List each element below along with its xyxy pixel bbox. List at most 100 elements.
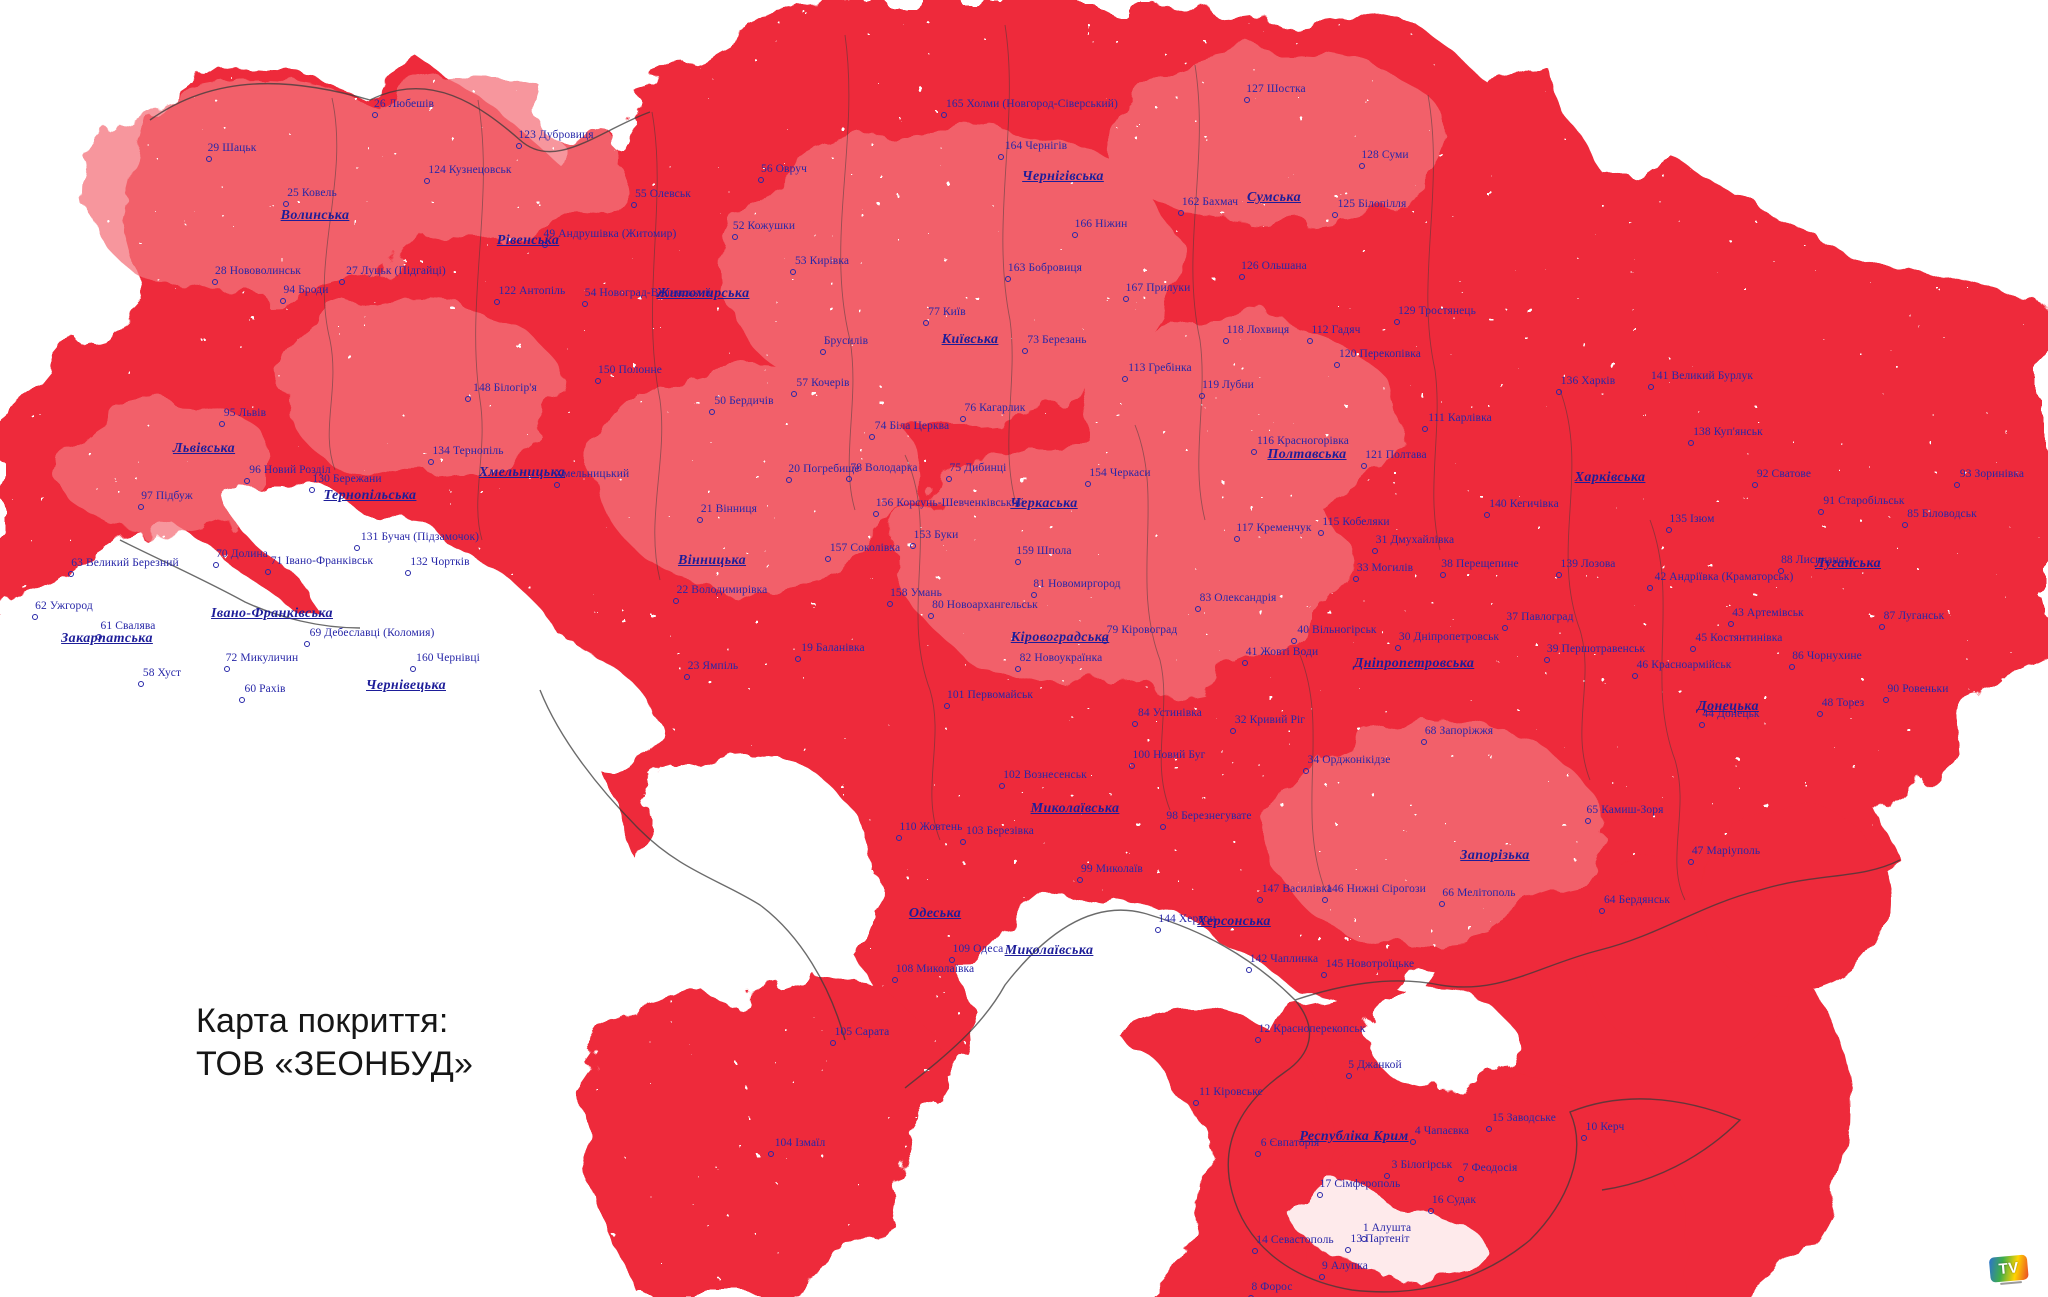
transmitter-dot	[410, 666, 417, 672]
site-label: 49 Андрушівка (Житомир)	[543, 228, 677, 240]
site-label: 156 Корсунь-Шевченківський	[875, 497, 1025, 509]
site-label: 112 Гадяч	[1311, 324, 1361, 336]
transmitter-dot	[927, 613, 934, 619]
transmitter-dot	[1699, 722, 1705, 728]
transmitter-dot	[541, 242, 548, 248]
transmitter-dot	[1256, 897, 1263, 903]
site-label: 63 Великий Березний	[71, 557, 179, 569]
region-label: Одеська	[908, 906, 962, 921]
transmitter-dot	[1251, 1248, 1258, 1254]
site-label: 65 Камиш-Зоря	[1586, 804, 1664, 816]
site-label: 23 Ямпіль	[687, 660, 739, 672]
transmitter-dot	[1599, 908, 1606, 914]
transmitter-dot	[960, 416, 967, 422]
site-label: 32 Кривий Ріг	[1234, 714, 1306, 726]
transmitter-dot	[427, 459, 434, 465]
transmitter-dot	[1123, 296, 1130, 302]
site-label: 52 Кожушки	[732, 220, 796, 232]
transmitter-dot	[138, 681, 145, 687]
region-label: Луганська	[1815, 556, 1881, 571]
region-label: Харківська	[1574, 470, 1646, 485]
site-label: 10 Керч	[1585, 1121, 1625, 1133]
transmitter-dot	[338, 279, 345, 285]
site-label: 58 Хуст	[142, 667, 182, 679]
transmitter-dot	[946, 476, 952, 482]
site-label: 98 Березнегувате	[1166, 810, 1252, 822]
transmitter-dot	[1194, 606, 1201, 612]
site-label: 38 Перещепине	[1441, 558, 1519, 570]
site-label: 77 Київ	[928, 306, 966, 318]
site-label: 68 Запоріжжя	[1424, 725, 1494, 737]
transmitter-dot	[554, 482, 561, 488]
transmitter-dot	[768, 1151, 774, 1157]
transmitter-dot	[1345, 1247, 1352, 1253]
transmitter-dot	[212, 279, 218, 285]
region-label: Вінницька	[677, 553, 747, 568]
transmitter-dot	[282, 201, 289, 207]
transmitter-dot	[1486, 1126, 1493, 1132]
transmitter-dot	[1241, 660, 1248, 666]
transmitter-dot	[1015, 666, 1021, 672]
region-label: Хмельницька	[478, 465, 566, 480]
transmitter-dot	[1198, 393, 1205, 399]
site-label: 14 Севастополь	[1256, 1234, 1334, 1246]
transmitter-dot	[1954, 482, 1961, 488]
transmitter-dot	[1318, 530, 1325, 536]
site-label: 102 Вознесенськ	[1003, 769, 1087, 781]
site-label: 93 Зоринівка	[1959, 468, 2025, 480]
transmitter-dot	[1421, 739, 1428, 745]
transmitter-dot	[998, 154, 1005, 160]
map-title-line2: ТОВ «ЗЕОНБУД»	[196, 1044, 474, 1083]
site-label: 116 Красногорівка	[1256, 435, 1350, 447]
region-label: Донецька	[1697, 699, 1759, 714]
transmitter-dot	[1483, 512, 1490, 518]
site-label: 101 Первомайськ	[946, 689, 1034, 701]
site-label: 115 Кобеляки	[1322, 516, 1390, 528]
site-label: 13 Партеніт	[1350, 1233, 1410, 1245]
transmitter-dot	[1727, 621, 1734, 627]
region-label: Чернівецька	[366, 678, 446, 693]
site-label: 26 Любешів	[373, 98, 435, 110]
region-label: Херсонська	[1197, 914, 1271, 929]
transmitter-dot	[941, 112, 948, 118]
site-label: 162 Бахмач	[1181, 196, 1239, 208]
transmitter-dot	[595, 378, 602, 384]
site-label: 153 Буки	[913, 529, 959, 541]
site-label: 163 Бобровиця	[1007, 262, 1083, 274]
region-label: Рівенська	[496, 233, 560, 248]
transmitter-dot	[405, 570, 412, 576]
site-label: 79 Кіровоград	[1106, 624, 1178, 636]
transmitter-dot	[1246, 967, 1253, 973]
site-label: 74 Біла Церква	[874, 420, 950, 432]
site-label: 20 Погребище	[788, 463, 860, 475]
site-label: 104 Ізмаїл	[774, 1137, 826, 1149]
site-label: 6 Євпаторія	[1260, 1137, 1320, 1149]
site-label: Брусилів	[823, 335, 869, 347]
transmitter-dot	[791, 391, 797, 397]
region-label: Республіка Крим	[1299, 1129, 1409, 1144]
transmitter-dot	[1371, 548, 1378, 554]
transmitter-dot	[1160, 824, 1167, 830]
transmitter-dot	[582, 301, 589, 307]
site-label: 56 Овруч	[760, 163, 808, 175]
site-label: 87 Луганськ	[1883, 610, 1945, 622]
transmitter-dot	[1647, 384, 1654, 390]
region-label: Черкаська	[1010, 496, 1078, 511]
region-label: Полтавська	[1267, 447, 1347, 462]
transmitter-dot	[1687, 440, 1694, 446]
region-label: Кіровоградська	[1010, 630, 1110, 645]
transmitter-dot	[1331, 212, 1338, 218]
site-label: 8 Форос	[1251, 1281, 1293, 1293]
site-label: 118 Лохвиця	[1226, 324, 1290, 336]
transmitter-dot	[1647, 585, 1654, 591]
site-label: 3 Білогірськ	[1391, 1159, 1453, 1171]
site-label: 165 Холми (Новгород-Сіверський)	[946, 98, 1118, 110]
site-label: 9 Алупка	[1322, 1260, 1368, 1272]
transmitter-dot	[757, 177, 764, 183]
site-label: 158 Умань	[890, 587, 942, 599]
transmitter-dot	[999, 783, 1005, 789]
site-label: 103 Березівка	[966, 825, 1034, 837]
site-label: 94 Броди	[283, 284, 329, 296]
